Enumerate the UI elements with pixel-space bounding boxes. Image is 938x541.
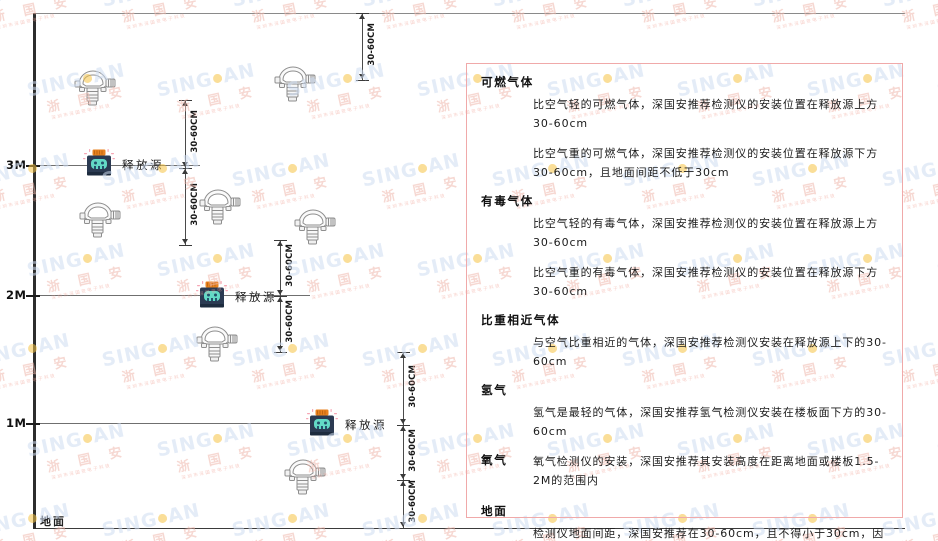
panel-paragraph: 比空气轻的可燃气体，深国安推荐检测仪的安装位置在释放源上方30-60cm: [533, 98, 879, 130]
release-source-icon: [305, 408, 339, 443]
panel-paragraph: 氢气是最轻的气体，深国安推荐氢气检测仪安装在楼板面下方的30-60cm: [533, 406, 887, 438]
panel-paragraph: 氧气检测仪的安装，深国安推荐其安装高度在距离地面或楼板1.5-2M的范围内: [533, 455, 880, 487]
panel-section-body: 氧气检测仪的安装，深国安推荐其安装高度在距离地面或楼板1.5-2M的范围内: [533, 452, 888, 501]
dimension-arrow-up: [358, 14, 365, 19]
dimension-cap: [397, 528, 410, 529]
dimension-arrow-down: [399, 522, 406, 527]
panel-section-title: 可燃气体: [481, 75, 534, 89]
level-line-3M: [33, 165, 200, 166]
gas-detector-icon: [75, 198, 121, 244]
gas-detector-icon: [280, 455, 326, 501]
dimension-arrow-down: [181, 239, 188, 244]
panel-section: 地面检测仪地面间距，深国安推荐在30-60cm，且不得小于30cm，因为过低容易…: [481, 503, 888, 541]
dimension-line: [403, 480, 404, 528]
level-label-3M: 3M: [6, 158, 27, 172]
level-label-2M: 2M: [6, 288, 27, 302]
dimension-line: [403, 352, 404, 425]
dimension-label: 30-60CM: [407, 428, 417, 472]
recommendation-panel: 可燃气体比空气轻的可燃气体，深国安推荐检测仪的安装位置在释放源上方30-60cm…: [466, 63, 903, 540]
release-source-label: 释放源: [345, 418, 387, 432]
level-line-2M: [33, 295, 310, 296]
panel-section-title: 氧气: [481, 453, 508, 467]
level-tick-3M: [26, 165, 40, 167]
gas-detector-icon: [270, 62, 316, 108]
release-source-label: 释放源: [235, 290, 277, 304]
panel-section-body: 比空气轻的有毒气体，深国安推荐检测仪的安装位置在释放源上方30-60cm 比空气重…: [533, 214, 888, 301]
dimension-arrow-up: [181, 169, 188, 174]
level-tick-1M: [26, 423, 40, 425]
panel-section: 氧气 氧气检测仪的安装，深国安推荐其安装高度在距离地面或楼板1.5-2M的范围内: [481, 452, 888, 501]
dimension-cap: [274, 240, 287, 241]
dimension-arrow-up: [276, 297, 283, 302]
panel-paragraph: 比空气重的可燃气体，深国安推荐检测仪的安装位置在释放源下方30-60cm，且地面…: [533, 147, 879, 179]
ceiling-line: [33, 13, 905, 14]
level-label-1M: 1M: [6, 416, 27, 430]
panel-section-body: 氢气是最轻的气体，深国安推荐氢气检测仪安装在楼板面下方的30-60cm: [533, 403, 888, 441]
panel-section-title: 有毒气体: [481, 194, 534, 208]
panel-section: 有毒气体比空气轻的有毒气体，深国安推荐检测仪的安装位置在释放源上方30-60cm…: [481, 193, 888, 301]
gas-detector-icon: [70, 66, 116, 112]
dimension-arrow-up: [399, 481, 406, 486]
dimension-cap: [397, 425, 410, 426]
dimension-arrow-up: [276, 241, 283, 246]
dimension-label: 30-60CM: [407, 364, 417, 408]
level-tick-2M: [26, 295, 40, 297]
dimension-line: [185, 100, 186, 168]
dimension-cap: [356, 80, 369, 81]
dimension-cap: [179, 168, 192, 169]
dimension-arrow-down: [276, 346, 283, 351]
dimension-arrow-down: [399, 419, 406, 424]
dimension-cap: [397, 352, 410, 353]
panel-section: 可燃气体比空气轻的可燃气体，深国安推荐检测仪的安装位置在释放源上方30-60cm…: [481, 74, 888, 182]
panel-section: 氢气氢气是最轻的气体，深国安推荐氢气检测仪安装在楼板面下方的30-60cm: [481, 382, 888, 441]
floor-line: [33, 528, 905, 529]
panel-paragraph: 比空气轻的有毒气体，深国安推荐检测仪的安装位置在释放源上方30-60cm: [533, 217, 879, 249]
dimension-arrow-up: [399, 353, 406, 358]
panel-section-title: 比重相近气体: [481, 313, 561, 327]
release-source-icon: [195, 280, 229, 315]
release-source-icon: [82, 148, 116, 183]
panel-section-body: 检测仪地面间距，深国安推荐在30-60cm，且不得小于30cm，因为过低容易水溅…: [533, 524, 888, 541]
dimension-arrow-down: [399, 474, 406, 479]
panel-paragraph: 与空气比重相近的气体，深国安推荐检测仪安装在释放源上下的30-60cm: [533, 336, 887, 368]
panel-section-body: 与空气比重相近的气体，深国安推荐检测仪安装在释放源上下的30-60cm: [533, 333, 888, 371]
release-source-label: 释放源: [122, 158, 164, 172]
dimension-cap: [356, 13, 369, 14]
dimension-line: [280, 296, 281, 352]
dimension-line: [280, 240, 281, 296]
panel-section: 比重相近气体与空气比重相近的气体，深国安推荐检测仪安装在释放源上下的30-60c…: [481, 312, 888, 371]
dimension-cap: [179, 100, 192, 101]
dimension-arrow-down: [276, 290, 283, 295]
panel-section-title: 地面: [481, 504, 508, 518]
gas-detector-icon: [195, 185, 241, 231]
panel-paragraph: 比空气重的有毒气体，深国安推荐检测仪的安装位置在释放源下方30-60cm: [533, 266, 879, 298]
dimension-cap: [274, 296, 287, 297]
dimension-cap: [179, 245, 192, 246]
dimension-arrow-down: [358, 74, 365, 79]
dimension-cap: [274, 352, 287, 353]
panel-paragraph: 检测仪地面间距，深国安推荐在30-60cm，且不得小于30cm，因为过低容易水溅…: [533, 527, 885, 540]
dimension-label: 30-60CM: [407, 480, 417, 523]
height-axis: [33, 13, 36, 529]
dimension-label: 30-60CM: [366, 22, 376, 66]
dimension-cap: [397, 480, 410, 481]
panel-section-body: 比空气轻的可燃气体，深国安推荐检测仪的安装位置在释放源上方30-60cm 比空气重…: [533, 95, 888, 182]
dimension-arrow-down: [181, 162, 188, 167]
dimension-label: 30-60CM: [189, 110, 199, 153]
dimension-line: [185, 168, 186, 245]
ground-label: 地面: [40, 515, 66, 528]
panel-section-title: 氢气: [481, 383, 508, 397]
dimension-label: 30-60CM: [284, 300, 294, 343]
dimension-arrow-up: [399, 426, 406, 431]
dimension-line: [362, 13, 363, 80]
level-line-1M: [33, 423, 330, 424]
gas-detector-icon: [192, 322, 238, 368]
dimension-line: [403, 425, 404, 480]
dimension-arrow-up: [181, 101, 188, 106]
gas-detector-icon: [290, 205, 336, 251]
